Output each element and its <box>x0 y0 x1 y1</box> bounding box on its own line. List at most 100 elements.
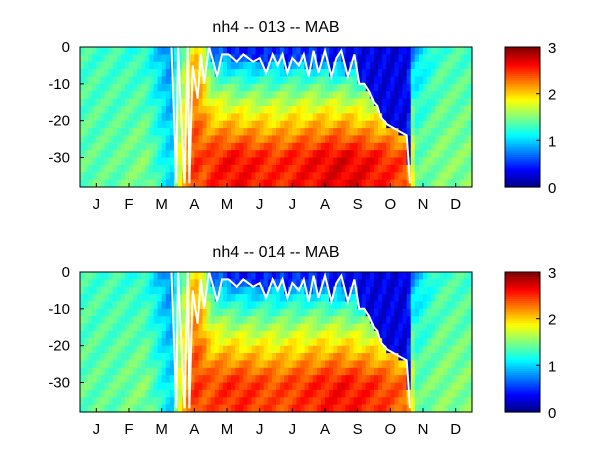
heatmap-cell <box>157 279 163 288</box>
heatmap-cell <box>108 76 114 85</box>
heatmap-cell <box>104 150 110 159</box>
heatmap-cell <box>427 164 432 173</box>
heatmap-cell <box>418 142 424 151</box>
heatmap-cell <box>345 179 351 188</box>
heatmap-cell <box>194 389 200 398</box>
heatmap-cell <box>333 272 338 280</box>
heatmap-cell <box>157 164 163 173</box>
heatmap-cell <box>169 382 175 391</box>
heatmap-cell <box>394 294 400 303</box>
heatmap-cell <box>418 105 424 114</box>
heatmap-cell <box>112 157 118 166</box>
heatmap-cell <box>280 164 285 173</box>
heatmap-cell <box>247 113 253 122</box>
heatmap-cell <box>239 142 244 151</box>
heatmap-cell <box>194 360 200 369</box>
heatmap-cell <box>467 338 473 347</box>
heatmap-cell <box>88 105 93 114</box>
heatmap-cell <box>133 69 138 78</box>
heatmap-cell <box>337 164 342 173</box>
heatmap-cell <box>304 54 310 63</box>
heatmap-cell <box>108 316 114 325</box>
heatmap-cell <box>365 301 371 310</box>
heatmap-cell <box>369 286 375 295</box>
heatmap-cell <box>149 142 155 151</box>
heatmap-cell <box>337 179 342 188</box>
heatmap-cell <box>374 83 379 92</box>
heatmap-cell <box>141 76 146 85</box>
heatmap-cell <box>308 382 314 391</box>
heatmap-cell <box>227 367 232 376</box>
heatmap-cell <box>218 128 224 137</box>
heatmap-cell <box>84 91 89 100</box>
heatmap-cell <box>137 316 142 325</box>
heatmap-cell <box>337 316 342 325</box>
colorbar-segment <box>505 121 540 125</box>
heatmap-cell <box>157 382 163 391</box>
heatmap-cell <box>141 397 146 406</box>
heatmap-cell <box>145 172 151 181</box>
heatmap-cell <box>312 382 318 391</box>
heatmap-cell <box>92 179 97 188</box>
heatmap-cell <box>394 172 400 181</box>
heatmap-cell <box>165 172 171 181</box>
heatmap-cell <box>427 47 432 55</box>
heatmap-cell <box>112 172 118 181</box>
heatmap-cell <box>402 128 408 137</box>
heatmap-cell <box>463 61 469 70</box>
heatmap-cell <box>369 382 375 391</box>
heatmap-cell <box>369 76 375 85</box>
heatmap-cell <box>157 375 163 384</box>
heatmap-cell <box>214 301 220 310</box>
heatmap-cell <box>157 294 163 303</box>
heatmap-cell <box>382 294 387 303</box>
heatmap-cell <box>402 294 408 303</box>
heatmap-cell <box>239 150 244 159</box>
heatmap-cell <box>165 345 171 354</box>
heatmap-cell <box>410 142 416 151</box>
heatmap-cell <box>173 69 179 78</box>
colorbar-segment <box>505 49 540 52</box>
heatmap-cell <box>276 375 281 384</box>
heatmap-cell <box>104 105 110 114</box>
heatmap-cell <box>431 330 436 339</box>
heatmap-cell <box>451 279 457 288</box>
heatmap-cell <box>447 286 453 295</box>
heatmap-cell <box>288 150 293 159</box>
heatmap-cell <box>112 389 118 398</box>
heatmap-cell <box>80 375 85 384</box>
heatmap-cell <box>198 301 204 310</box>
heatmap-cell <box>459 345 465 354</box>
heatmap-cell <box>312 105 318 114</box>
heatmap-cell <box>341 301 347 310</box>
heatmap-cell <box>100 404 106 413</box>
heatmap-cell <box>116 353 122 362</box>
heatmap-cell <box>410 105 416 114</box>
heatmap-cell <box>292 367 298 376</box>
heatmap-cell <box>104 76 110 85</box>
heatmap-cell <box>365 397 371 406</box>
heatmap-cell <box>153 345 159 354</box>
heatmap-cell <box>390 323 396 332</box>
heatmap-cell <box>378 389 383 398</box>
heatmap-cell <box>369 367 375 376</box>
heatmap-cell <box>202 404 208 413</box>
heatmap-cell <box>394 91 400 100</box>
colorbar-segment <box>505 333 540 337</box>
heatmap-cell <box>320 375 326 384</box>
heatmap-cell <box>137 345 142 354</box>
heatmap-cell <box>210 179 216 188</box>
heatmap-cell <box>349 54 355 63</box>
heatmap-cell <box>394 330 400 339</box>
heatmap-cell <box>308 105 314 114</box>
heatmap-cell <box>92 164 97 173</box>
heatmap-cell <box>157 272 163 280</box>
heatmap-cell <box>443 172 449 181</box>
heatmap-cell <box>169 360 175 369</box>
heatmap-cell <box>296 105 302 114</box>
heatmap-cell <box>386 397 391 406</box>
colorbar-segment <box>505 62 540 66</box>
heatmap-cell <box>255 120 261 129</box>
heatmap-cell <box>467 389 473 398</box>
heatmap-cell <box>410 316 416 325</box>
